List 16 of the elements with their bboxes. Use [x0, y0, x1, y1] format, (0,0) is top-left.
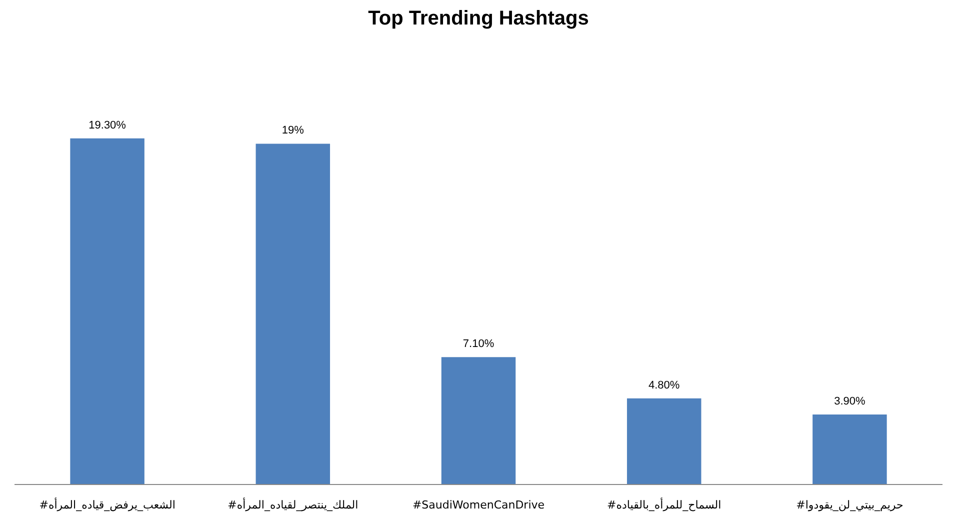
data-label: 7.10% [462, 338, 494, 350]
data-label: 19.30% [88, 119, 126, 132]
x-tick-label: #السماح_للمرأه_بالقياده [607, 498, 722, 512]
bar [812, 414, 887, 484]
bar [70, 138, 144, 484]
chart-title: Top Trending Hashtags [368, 8, 589, 30]
data-label: 3.90% [834, 396, 866, 408]
bar [441, 357, 516, 484]
x-tick-label: #حريم_بيتي_لن_يقودوا [796, 498, 904, 512]
x-tick-label: #الشعب_يرفض_قياده_المرأه [39, 498, 176, 512]
x-tick-label: #SaudiWomenCanDrive [412, 498, 545, 512]
data-label: 4.80% [648, 379, 680, 392]
data-label: 19% [282, 124, 304, 137]
x-tick-label: #الملك_ينتصر_لقياده_المرأه [228, 498, 358, 512]
bar [256, 144, 330, 484]
bar [626, 398, 702, 484]
